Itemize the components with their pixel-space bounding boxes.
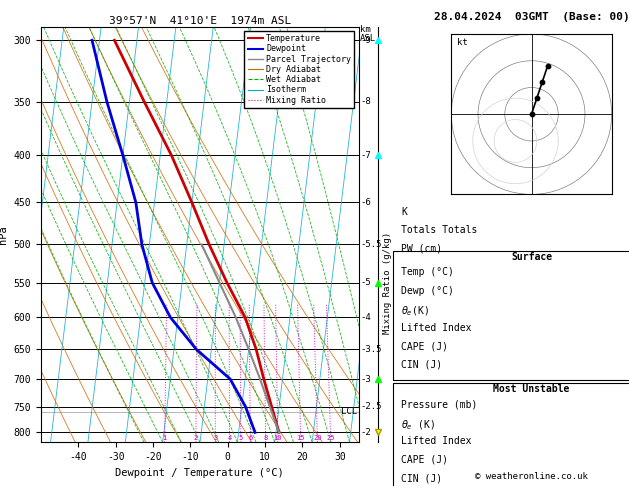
Text: 10: 10	[274, 435, 282, 441]
Point	[532, 94, 542, 102]
Text: Lifted Index: Lifted Index	[401, 323, 472, 333]
Text: CIN (J): CIN (J)	[401, 473, 443, 484]
Point	[542, 62, 552, 70]
X-axis label: Dewpoint / Temperature (°C): Dewpoint / Temperature (°C)	[115, 468, 284, 478]
Text: CAPE (J): CAPE (J)	[401, 455, 448, 465]
Text: km: km	[360, 25, 371, 34]
Point	[537, 78, 547, 86]
Text: Dewp (°C): Dewp (°C)	[401, 286, 454, 296]
Text: 15: 15	[296, 435, 305, 441]
Y-axis label: hPa: hPa	[0, 225, 8, 244]
Text: 4: 4	[228, 435, 231, 441]
Text: -5.5: -5.5	[360, 240, 382, 249]
Text: -8: -8	[360, 97, 371, 106]
Text: 2: 2	[194, 435, 198, 441]
Text: CIN (J): CIN (J)	[401, 360, 443, 370]
Text: $\theta_e$(K): $\theta_e$(K)	[401, 304, 430, 318]
Text: PW (cm): PW (cm)	[401, 243, 443, 254]
Legend: Temperature, Dewpoint, Parcel Trajectory, Dry Adiabat, Wet Adiabat, Isotherm, Mi: Temperature, Dewpoint, Parcel Trajectory…	[244, 31, 354, 108]
Title: 39°57'N  41°10'E  1974m ASL: 39°57'N 41°10'E 1974m ASL	[109, 16, 291, 26]
Text: -2: -2	[360, 428, 371, 437]
Text: CAPE (J): CAPE (J)	[401, 341, 448, 351]
Text: 3: 3	[213, 435, 218, 441]
Text: 20: 20	[313, 435, 322, 441]
Point	[526, 110, 537, 118]
Text: kt: kt	[457, 38, 467, 47]
Text: -5: -5	[360, 278, 371, 287]
Text: Lifted Index: Lifted Index	[401, 436, 472, 447]
Text: 8: 8	[264, 435, 268, 441]
Text: $\theta_e$ (K): $\theta_e$ (K)	[401, 418, 435, 432]
Text: Pressure (mb): Pressure (mb)	[401, 399, 478, 410]
Text: 1: 1	[162, 435, 167, 441]
Text: Temp (°C): Temp (°C)	[401, 267, 454, 278]
Text: -2.5: -2.5	[360, 402, 382, 411]
Bar	[393, 251, 629, 380]
Text: Mixing Ratio (g/kg): Mixing Ratio (g/kg)	[384, 231, 392, 334]
Text: LCL: LCL	[340, 407, 357, 417]
Text: 6: 6	[248, 435, 252, 441]
Text: K: K	[401, 207, 408, 217]
Bar	[393, 383, 629, 486]
Text: 5: 5	[239, 435, 243, 441]
Text: Surface: Surface	[511, 252, 552, 262]
Text: -9: -9	[360, 36, 371, 45]
Text: Most Unstable: Most Unstable	[493, 384, 570, 394]
Text: 28.04.2024  03GMT  (Base: 00): 28.04.2024 03GMT (Base: 00)	[433, 12, 629, 22]
Text: -3: -3	[360, 375, 371, 383]
Text: 25: 25	[326, 435, 335, 441]
Text: -6: -6	[360, 198, 371, 207]
Text: -4: -4	[360, 313, 371, 322]
Text: -7: -7	[360, 151, 371, 160]
Text: © weatheronline.co.uk: © weatheronline.co.uk	[475, 472, 588, 481]
Text: ASL: ASL	[360, 34, 376, 43]
Text: Totals Totals: Totals Totals	[401, 225, 478, 235]
Text: -3.5: -3.5	[360, 345, 382, 354]
